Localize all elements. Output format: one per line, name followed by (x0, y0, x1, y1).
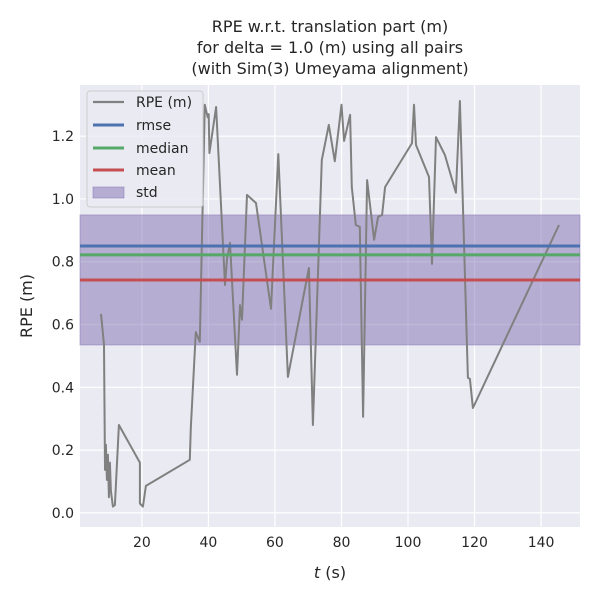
x-axis-label: t (s) (314, 563, 346, 582)
y-tick-label: 0.6 (52, 318, 74, 334)
y-tick-label: 0.4 (52, 380, 74, 396)
legend-std-swatch (92, 186, 125, 199)
y-tick-label: 1.2 (52, 129, 74, 145)
x-tick-label: 60 (266, 535, 284, 551)
legend-median-label: median (136, 141, 188, 157)
plot-marks (79, 100, 581, 508)
x-tick-label: 120 (461, 535, 488, 551)
legend-mean-label: mean (136, 163, 176, 179)
y-tick-label: 0.2 (52, 443, 74, 459)
legend-rmse-label: rmse (136, 118, 171, 134)
title-line-2: for delta = 1.0 (m) using all pairs (197, 38, 463, 57)
chart-title: RPE w.r.t. translation part (m) for delt… (191, 17, 468, 78)
title-line-3: (with Sim(3) Umeyama alignment) (191, 59, 468, 78)
y-tick-label: 0.8 (52, 255, 74, 271)
y-tick-label: 0.0 (52, 506, 74, 522)
x-tick-label: 40 (199, 535, 217, 551)
x-tick-label: 80 (333, 535, 351, 551)
legend-rpe-label: RPE (m) (136, 95, 192, 111)
legend-frame (86, 90, 204, 208)
legend: RPE (m) rmse median mean std (86, 90, 204, 208)
tick-labels: 20 40 60 80 100 120 140 0.0 0.2 0.4 0.6 0.8 1.0 1.2 (52, 129, 555, 551)
title-line-1: RPE w.r.t. translation part (m) (212, 17, 448, 36)
legend-std-label: std (136, 185, 158, 201)
y-axis-label: RPE (m) (17, 274, 36, 338)
y-tick-label: 1.0 (52, 192, 74, 208)
x-tick-label: 140 (528, 535, 555, 551)
x-tick-label: 20 (133, 535, 151, 551)
x-tick-label: 100 (395, 535, 422, 551)
